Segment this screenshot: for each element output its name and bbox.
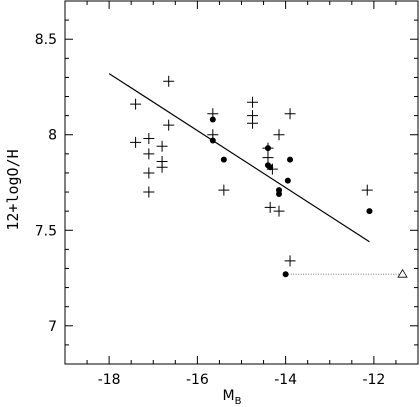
plus-point (284, 108, 296, 120)
y-tick-label: 7 (48, 319, 57, 335)
dot-point (267, 164, 274, 171)
dot-point (276, 190, 283, 197)
plus-point (143, 167, 155, 179)
plus-point (130, 136, 142, 148)
y-tick-label: 8 (48, 128, 57, 144)
x-tick-label: -16 (186, 372, 209, 388)
plus-point (156, 161, 168, 173)
x-tick-label: -12 (362, 372, 385, 388)
dot-point (282, 271, 289, 278)
plus-point (273, 129, 285, 141)
plus-point (361, 184, 373, 196)
dot-point (287, 156, 294, 163)
y-tick-label: 7.5 (35, 223, 57, 239)
plus-point (262, 152, 274, 164)
dot-point (209, 116, 216, 123)
plot-frame (64, 0, 419, 365)
dot-point (220, 156, 227, 163)
y-axis-label: 12+logO/H (4, 149, 22, 230)
plus-point (247, 117, 259, 129)
x-axis-label: MB (223, 388, 242, 407)
plus-point (143, 148, 155, 160)
plus-point (264, 201, 276, 213)
triangle-point (397, 268, 408, 278)
plus-point (247, 96, 259, 108)
x-axis-label-subscript: B (235, 396, 242, 407)
plus-point (156, 140, 168, 152)
data-points (130, 75, 408, 278)
fit-line (108, 73, 370, 243)
y-tick-label: 8.5 (35, 32, 57, 48)
dot-point (366, 208, 373, 215)
plus-point (284, 255, 296, 267)
dot-point (209, 137, 216, 144)
plus-point (130, 98, 142, 110)
plus-point (163, 75, 175, 87)
x-axis-ticks: -18 -16 -14 -12 (86, 1, 419, 388)
x-tick-label: -14 (274, 372, 297, 388)
x-tick-label: -18 (98, 372, 121, 388)
plus-point (218, 184, 230, 196)
plus-point (273, 205, 285, 217)
plus-point (143, 133, 155, 145)
dot-point (284, 177, 291, 184)
fit-line-group (108, 73, 403, 275)
plus-point (163, 119, 175, 131)
y-axis-ticks: 7 7.5 8 8.5 (35, 19, 418, 346)
dot-point (264, 145, 271, 152)
plus-point (143, 186, 155, 198)
